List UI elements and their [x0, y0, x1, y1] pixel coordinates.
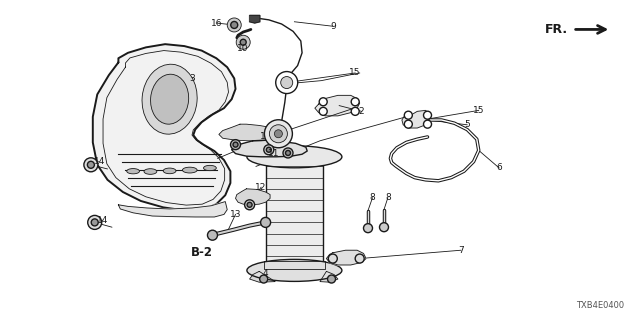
- Ellipse shape: [264, 120, 292, 148]
- Text: TXB4E0400: TXB4E0400: [576, 301, 624, 310]
- Ellipse shape: [247, 260, 342, 281]
- Circle shape: [404, 111, 412, 119]
- Text: 15: 15: [473, 106, 484, 115]
- Text: 8: 8: [385, 193, 390, 202]
- Circle shape: [260, 217, 271, 228]
- Circle shape: [328, 275, 335, 283]
- Circle shape: [240, 39, 246, 45]
- Ellipse shape: [182, 167, 197, 173]
- Circle shape: [260, 275, 268, 283]
- Ellipse shape: [281, 76, 292, 89]
- Circle shape: [364, 224, 372, 233]
- Ellipse shape: [163, 168, 176, 174]
- Text: 13: 13: [230, 210, 241, 219]
- Circle shape: [88, 161, 94, 168]
- Circle shape: [88, 215, 102, 229]
- Circle shape: [328, 254, 337, 263]
- Circle shape: [227, 18, 241, 32]
- Circle shape: [424, 120, 431, 128]
- Ellipse shape: [204, 165, 216, 171]
- Circle shape: [319, 98, 327, 106]
- Circle shape: [355, 254, 364, 263]
- Ellipse shape: [275, 130, 282, 138]
- Circle shape: [236, 35, 250, 49]
- Circle shape: [351, 98, 359, 106]
- Polygon shape: [250, 271, 275, 282]
- Circle shape: [319, 107, 327, 115]
- Circle shape: [285, 150, 291, 156]
- Circle shape: [92, 219, 98, 226]
- Circle shape: [233, 142, 238, 147]
- Text: B-2: B-2: [191, 246, 212, 259]
- Circle shape: [380, 223, 388, 232]
- Circle shape: [266, 147, 271, 152]
- Ellipse shape: [127, 169, 140, 174]
- Circle shape: [244, 200, 255, 210]
- Polygon shape: [320, 271, 338, 282]
- Ellipse shape: [142, 64, 197, 134]
- Polygon shape: [232, 140, 307, 157]
- Text: 16: 16: [211, 19, 222, 28]
- Circle shape: [231, 21, 237, 28]
- Ellipse shape: [276, 72, 298, 93]
- Text: 14: 14: [97, 216, 108, 225]
- Circle shape: [264, 145, 274, 155]
- Ellipse shape: [269, 125, 287, 143]
- Text: 9: 9: [330, 22, 335, 31]
- Circle shape: [84, 158, 98, 172]
- Text: 1: 1: [260, 132, 265, 141]
- Polygon shape: [118, 202, 227, 217]
- Polygon shape: [93, 44, 236, 211]
- Text: 2: 2: [359, 107, 364, 116]
- Circle shape: [247, 202, 252, 207]
- Text: 7: 7: [458, 246, 463, 255]
- Polygon shape: [236, 189, 270, 205]
- Text: 14: 14: [93, 157, 105, 166]
- Ellipse shape: [247, 146, 342, 168]
- Text: 12: 12: [255, 183, 267, 192]
- Ellipse shape: [150, 74, 189, 124]
- Polygon shape: [402, 110, 430, 128]
- Circle shape: [230, 140, 241, 150]
- Polygon shape: [219, 124, 287, 141]
- Text: 6: 6: [497, 164, 502, 172]
- Text: 8: 8: [370, 193, 375, 202]
- Polygon shape: [315, 95, 360, 116]
- Text: 4: 4: [263, 269, 268, 278]
- Text: 3: 3: [189, 74, 195, 83]
- Circle shape: [351, 107, 359, 115]
- Ellipse shape: [144, 169, 157, 174]
- Circle shape: [207, 230, 218, 240]
- Circle shape: [283, 148, 293, 158]
- Text: 10: 10: [237, 44, 249, 53]
- Polygon shape: [266, 157, 323, 270]
- Text: 11: 11: [268, 149, 280, 158]
- Text: 5: 5: [465, 120, 470, 129]
- Circle shape: [424, 111, 431, 119]
- Polygon shape: [326, 250, 366, 265]
- Polygon shape: [264, 261, 325, 269]
- Text: FR.: FR.: [545, 23, 568, 36]
- Text: 15: 15: [349, 68, 361, 77]
- Circle shape: [404, 120, 412, 128]
- Polygon shape: [250, 15, 260, 23]
